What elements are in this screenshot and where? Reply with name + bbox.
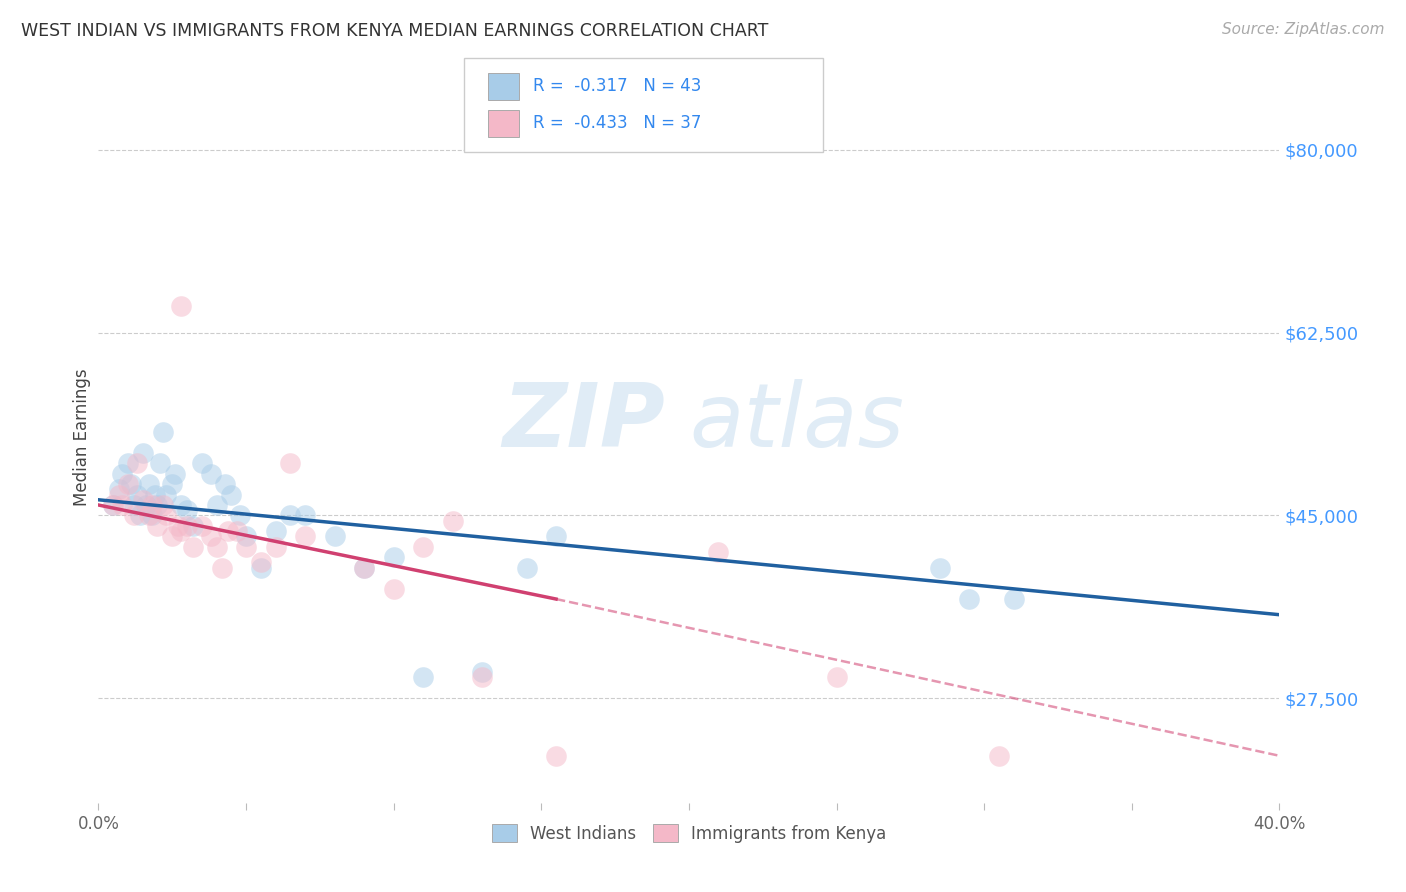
Text: ZIP: ZIP	[502, 379, 665, 466]
Point	[471, 670, 494, 684]
Point	[128, 508, 150, 523]
Point	[250, 560, 273, 574]
Text: Source: ZipAtlas.com: Source: ZipAtlas.com	[1222, 22, 1385, 37]
Point	[191, 456, 214, 470]
Point	[214, 477, 236, 491]
Point	[167, 519, 190, 533]
Point	[146, 519, 169, 533]
Point	[235, 540, 257, 554]
Point	[155, 487, 177, 501]
Point	[200, 467, 222, 481]
Point	[191, 519, 214, 533]
Point	[200, 529, 222, 543]
Point	[103, 498, 125, 512]
Point	[143, 487, 166, 501]
Point	[132, 492, 155, 507]
Text: atlas: atlas	[689, 379, 904, 466]
Point	[988, 748, 1011, 763]
Point	[120, 477, 142, 491]
Point	[825, 670, 848, 684]
Point	[280, 456, 302, 470]
Point	[382, 550, 405, 565]
Point	[412, 540, 434, 554]
Point	[141, 508, 163, 523]
Point	[217, 524, 239, 538]
Point	[152, 498, 174, 512]
Point	[1002, 592, 1025, 607]
Point	[441, 514, 464, 528]
Point	[117, 477, 139, 491]
Point	[205, 498, 228, 512]
Point	[294, 529, 316, 543]
Point	[412, 670, 434, 684]
Point	[149, 456, 172, 470]
Point	[132, 446, 155, 460]
Text: WEST INDIAN VS IMMIGRANTS FROM KENYA MEDIAN EARNINGS CORRELATION CHART: WEST INDIAN VS IMMIGRANTS FROM KENYA MED…	[21, 22, 769, 40]
Point	[108, 487, 131, 501]
Text: R =  -0.433   N = 37: R = -0.433 N = 37	[533, 114, 702, 132]
Point	[170, 300, 193, 314]
Point	[122, 508, 145, 523]
Point	[103, 498, 125, 512]
Point	[108, 483, 131, 497]
Point	[162, 477, 183, 491]
Point	[546, 529, 568, 543]
Point	[221, 487, 243, 501]
Point	[353, 560, 375, 574]
Point	[353, 560, 375, 574]
Point	[111, 467, 134, 481]
Point	[707, 545, 730, 559]
Point	[170, 524, 193, 538]
Point	[117, 456, 139, 470]
Point	[294, 508, 316, 523]
Point	[162, 529, 183, 543]
Point	[546, 748, 568, 763]
Point	[250, 556, 273, 570]
Legend: West Indians, Immigrants from Kenya: West Indians, Immigrants from Kenya	[485, 818, 893, 849]
Point	[111, 498, 134, 512]
Point	[176, 503, 198, 517]
Point	[146, 498, 169, 512]
Point	[235, 529, 257, 543]
Point	[205, 540, 228, 554]
Point	[135, 498, 157, 512]
Point	[125, 456, 148, 470]
Point	[125, 487, 148, 501]
Point	[141, 498, 163, 512]
Point	[382, 582, 405, 596]
Point	[929, 560, 952, 574]
Point	[471, 665, 494, 680]
Point	[138, 477, 160, 491]
Point	[181, 540, 204, 554]
Point	[122, 498, 145, 512]
Point	[264, 524, 287, 538]
Point	[959, 592, 981, 607]
Point	[226, 524, 249, 538]
Point	[516, 560, 538, 574]
Point	[323, 529, 346, 543]
Point	[181, 519, 204, 533]
Point	[155, 508, 177, 523]
Point	[229, 508, 252, 523]
Point	[176, 519, 198, 533]
Point	[165, 467, 187, 481]
Point	[264, 540, 287, 554]
Point	[138, 508, 160, 523]
Point	[152, 425, 174, 439]
Y-axis label: Median Earnings: Median Earnings	[73, 368, 91, 506]
Point	[280, 508, 302, 523]
Point	[211, 560, 233, 574]
Point	[170, 498, 193, 512]
Text: R =  -0.317   N = 43: R = -0.317 N = 43	[533, 78, 702, 95]
